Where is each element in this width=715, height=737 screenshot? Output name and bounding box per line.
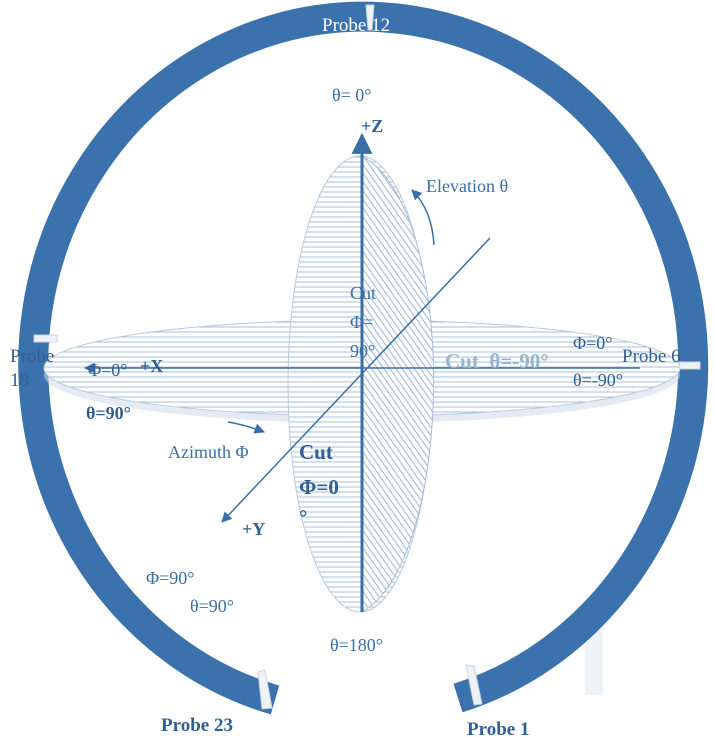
- probe-markers: [33, 4, 701, 710]
- azimuth-arrow: [227, 421, 265, 434]
- y-axis-label: +Y: [242, 519, 265, 539]
- lower-theta-label: θ=90°: [190, 596, 234, 616]
- right-theta-label: θ=-90°: [573, 370, 623, 390]
- cut-phi90-label-line1: Cut: [350, 283, 376, 303]
- probe-18-label-line1: Probe: [10, 346, 54, 367]
- left-phi-label: Φ=0°: [88, 360, 128, 380]
- z-axis-label: +Z: [361, 116, 383, 136]
- y-axis: [221, 237, 491, 523]
- cut-phi0-half: [361, 155, 435, 613]
- probe-18-marker: [33, 334, 58, 343]
- probe-1-marker: [465, 664, 483, 706]
- probe-23-marker: [257, 669, 273, 710]
- azimuth-label: Azimuth Φ: [168, 442, 249, 462]
- probe-6-label: Probe 6: [622, 346, 681, 367]
- cut-phi0-label-line2: Φ=0: [299, 475, 339, 499]
- cut-phi0-label-line3: °: [299, 505, 307, 529]
- probe-18-label-line2: 18: [10, 370, 29, 391]
- probe-1-label: Probe 1: [467, 719, 529, 737]
- lower-phi-label: Φ=90°: [146, 568, 195, 588]
- probe-23-label: Probe 23: [161, 715, 233, 736]
- left-theta-label: θ=90°: [86, 403, 131, 423]
- probe-12-marker: [365, 4, 375, 31]
- cut-phi90-label-line2: Φ=: [350, 312, 373, 332]
- cut-theta-label: Cut θ=-90°: [445, 349, 549, 373]
- background-stripe: [585, 620, 603, 695]
- theta-bottom-label: θ=180°: [330, 635, 383, 655]
- right-phi-label: Φ=0°: [573, 333, 613, 353]
- elevation-arrow: [411, 189, 435, 246]
- probe-arch: [18, 1, 709, 715]
- elevation-label: Elevation θ: [426, 176, 508, 196]
- x-axis-label: +X: [140, 356, 163, 376]
- cut-phi90-label-line3: 90°: [350, 341, 375, 361]
- theta-top-label: θ= 0°: [332, 85, 371, 105]
- probe-12-label: Probe 12: [322, 15, 390, 36]
- cut-phi0-label-line1: Cut: [299, 440, 333, 464]
